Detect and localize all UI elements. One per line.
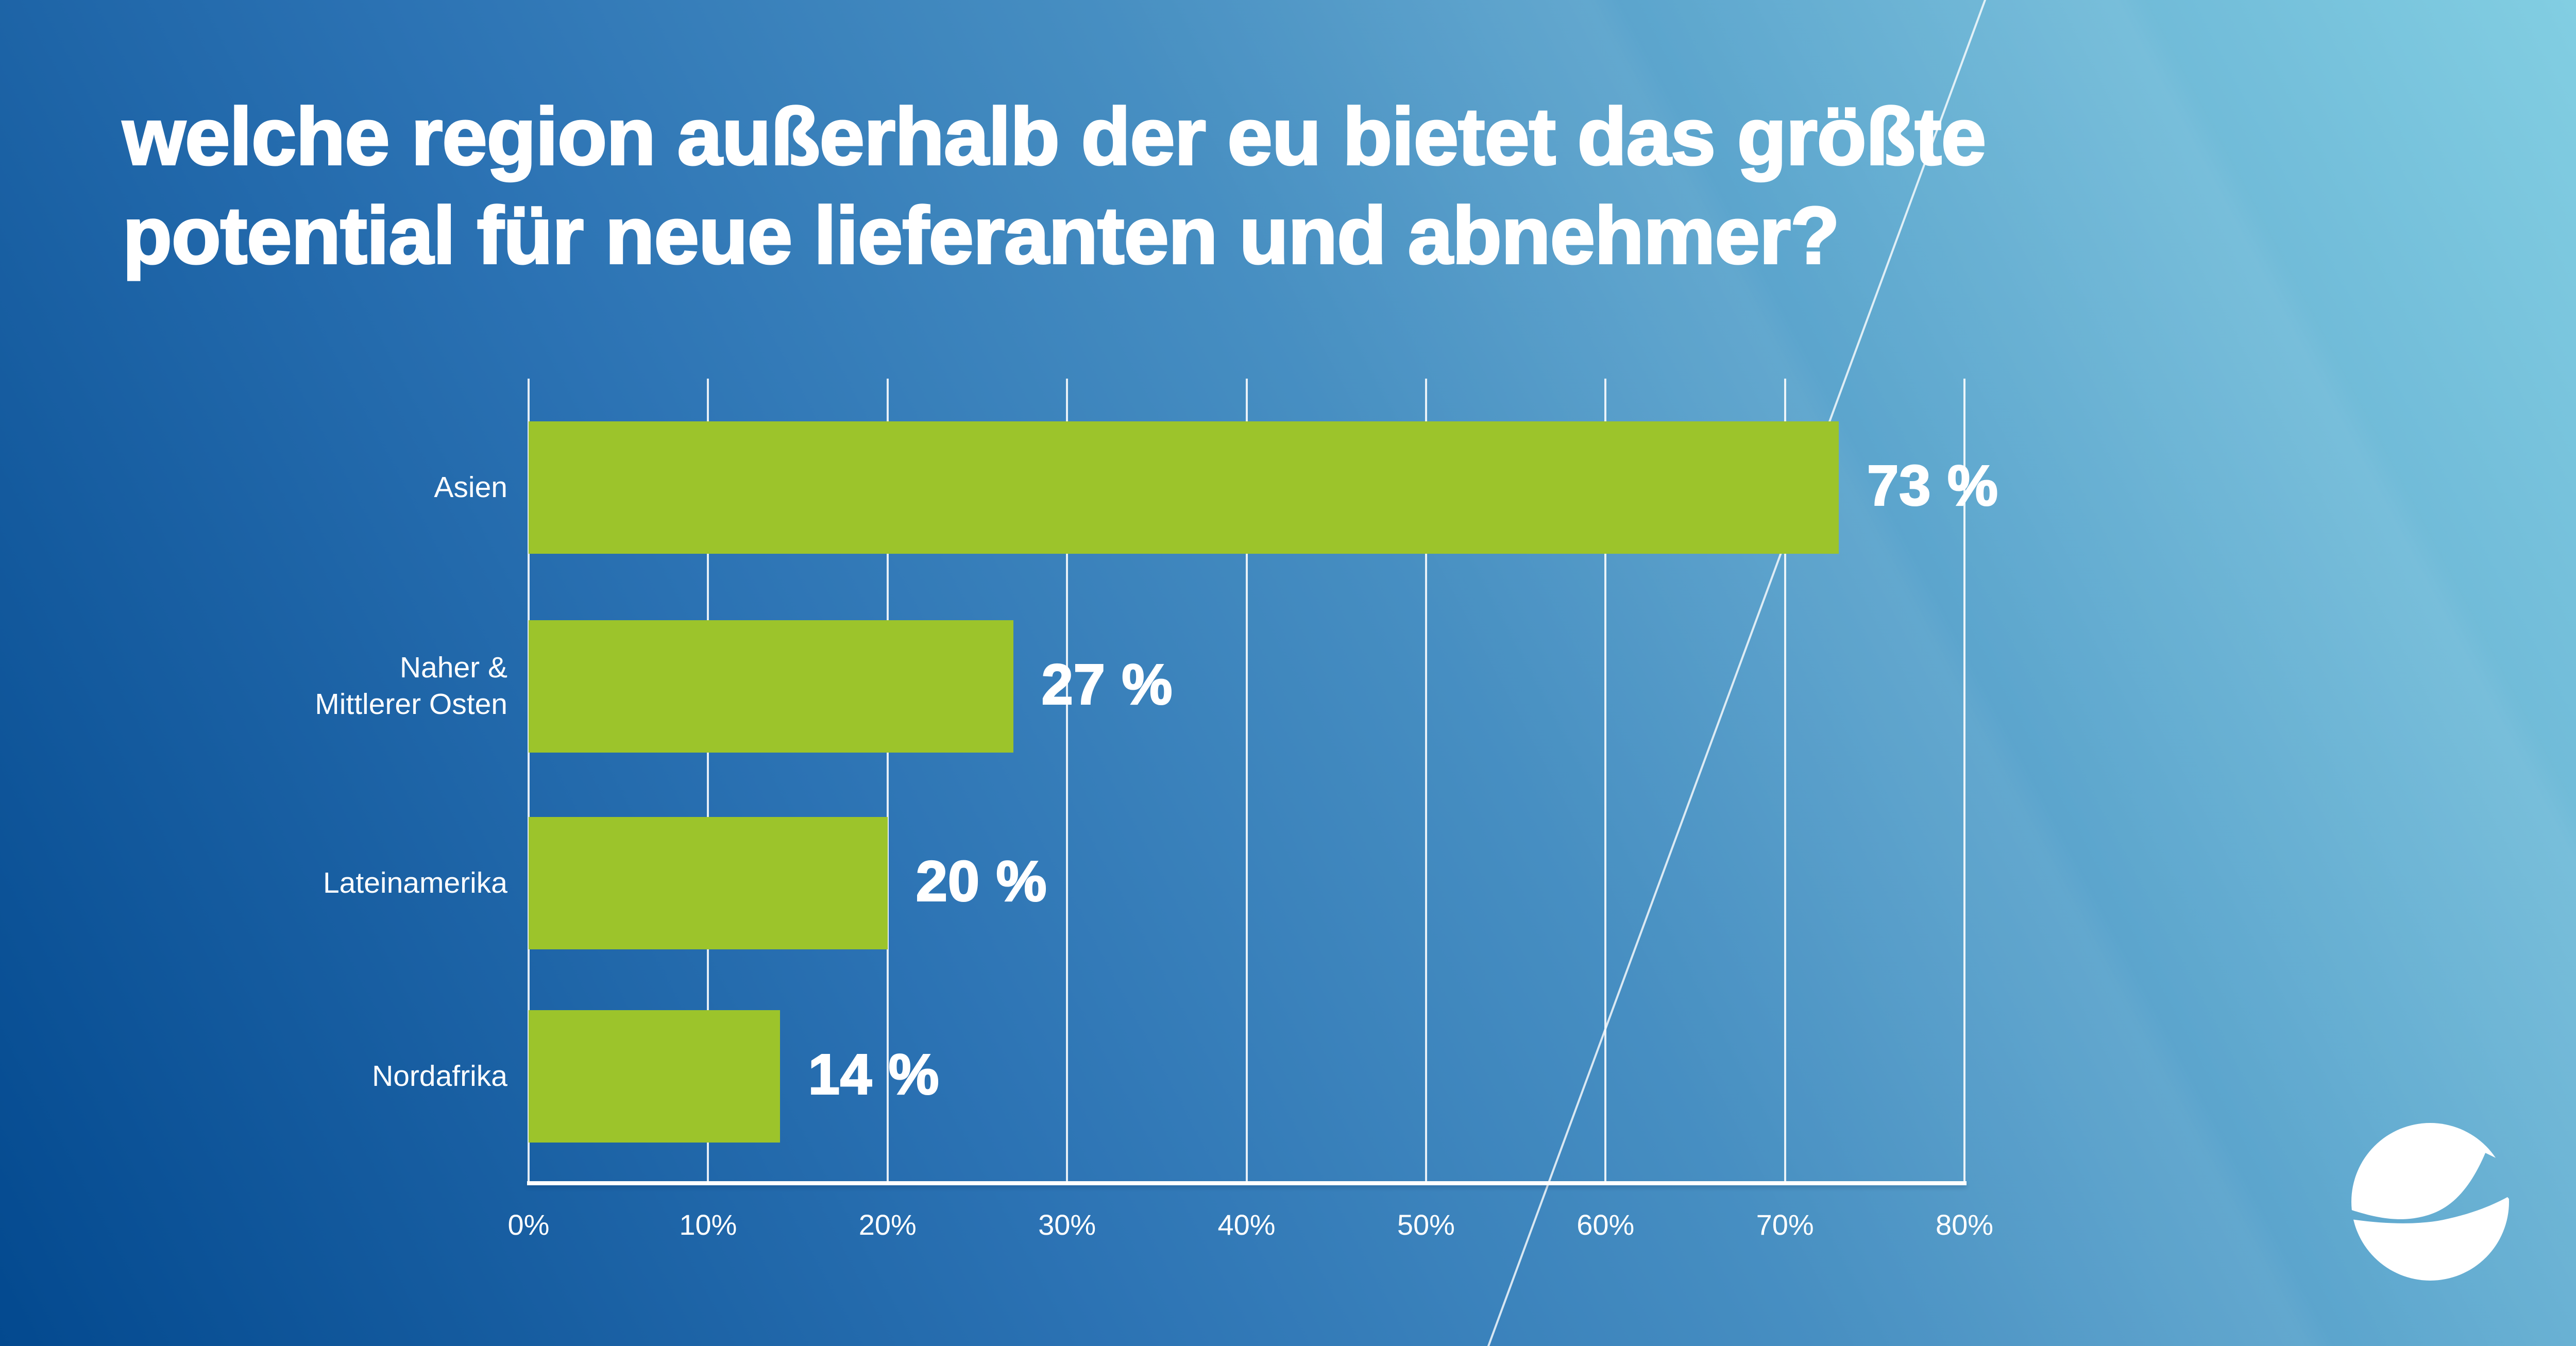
x-axis-tick-label: 50% xyxy=(1397,1208,1455,1241)
x-gridline xyxy=(1604,379,1607,1181)
chart-question-title: welche region außerhalb der eu bietet da… xyxy=(122,88,2389,285)
x-axis-tick-label: 30% xyxy=(1038,1208,1096,1241)
x-gridline xyxy=(1245,379,1248,1181)
category-label: Asien xyxy=(434,470,507,504)
x-gridline xyxy=(1425,379,1427,1181)
value-label: 14 % xyxy=(807,1042,940,1107)
bar-naher-&-mittlerer-osten xyxy=(529,620,1013,753)
x-axis-tick-label: 70% xyxy=(1756,1208,1814,1241)
x-gridline xyxy=(528,379,530,1181)
title-line-2: potential für neue lieferanten und abneh… xyxy=(122,190,1841,282)
globe-swoosh-logo-icon xyxy=(2351,1123,2509,1281)
bar-nordafrika xyxy=(529,1010,780,1143)
x-gridline xyxy=(886,379,889,1181)
category-label: Lateinamerika xyxy=(323,866,507,899)
x-gridline xyxy=(1066,379,1069,1181)
x-axis-tick-label: 0% xyxy=(507,1208,550,1241)
value-label: 20 % xyxy=(915,849,1047,914)
x-axis-line xyxy=(527,1181,1967,1185)
value-label: 73 % xyxy=(1867,453,1999,518)
x-axis-tick-label: 60% xyxy=(1577,1208,1635,1241)
x-axis-tick-label: 20% xyxy=(858,1208,917,1241)
x-gridline xyxy=(707,379,709,1181)
x-axis-tick-label: 10% xyxy=(679,1208,737,1241)
value-label: 27 % xyxy=(1041,652,1173,717)
title-line-1: welche region außerhalb der eu bietet da… xyxy=(122,91,1987,183)
x-axis-tick-label: 40% xyxy=(1217,1208,1276,1241)
bar-asien xyxy=(529,421,1839,554)
x-gridline xyxy=(1963,379,1965,1181)
bar-lateinamerika xyxy=(529,817,888,949)
x-gridline xyxy=(1784,379,1786,1181)
category-label: Nordafrika xyxy=(372,1059,507,1093)
category-label: Naher & Mittlerer Osten xyxy=(315,651,507,721)
x-axis-tick-label: 80% xyxy=(1935,1208,1994,1241)
